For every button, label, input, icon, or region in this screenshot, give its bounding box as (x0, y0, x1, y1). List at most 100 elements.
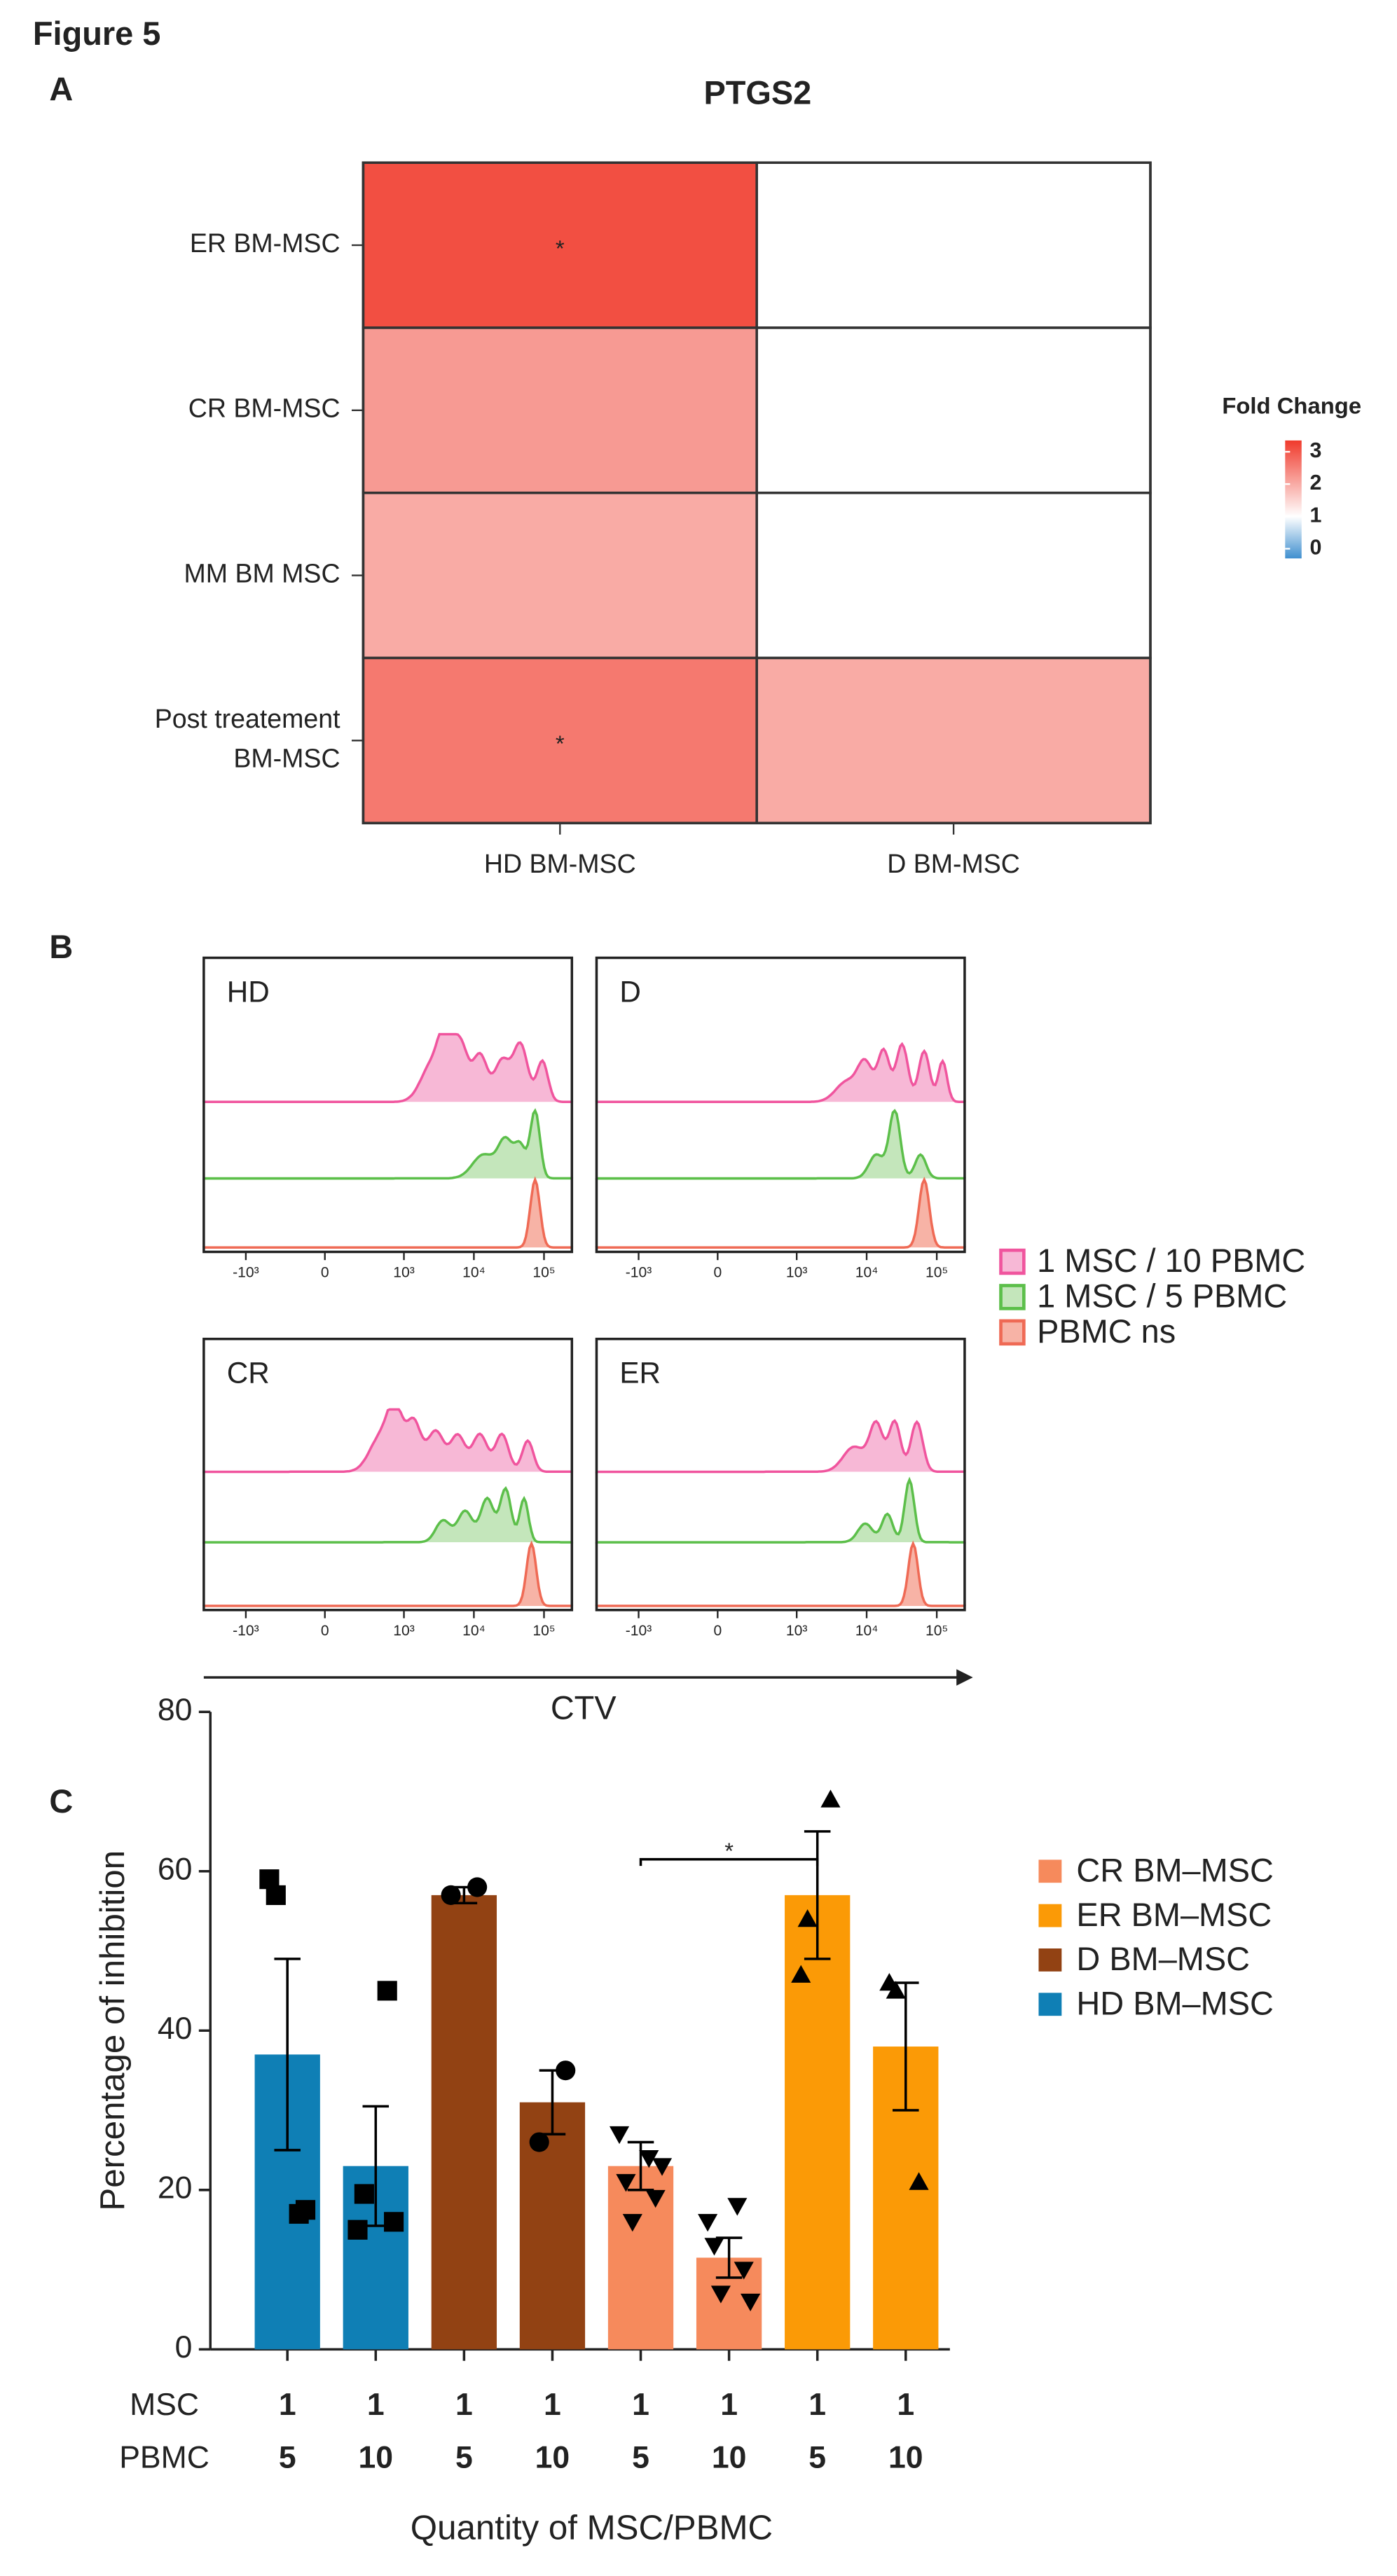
data-point (791, 1965, 811, 1983)
data-point (909, 2172, 929, 2190)
y-tick-label: 0 (175, 2330, 193, 2364)
panel-letter: B (49, 929, 73, 965)
y-tick-label: 20 (158, 2171, 193, 2205)
colorbar-tick-label: 0 (1310, 536, 1322, 560)
heatmap-cell (362, 326, 758, 494)
histogram-curve (203, 1409, 572, 1472)
data-point (797, 1909, 818, 1927)
data-point (354, 2184, 374, 2204)
error-bar (362, 2105, 390, 2227)
x-tick-label: 1 (279, 2388, 296, 2422)
histogram-outline (202, 1486, 574, 1544)
x-tick-label: 10⁴ (855, 1623, 879, 1639)
panel-label: ER (619, 1357, 661, 1390)
x-tick-label: 1 (455, 2388, 473, 2422)
x-tick-label: 10⁵ (532, 1264, 555, 1280)
histogram-curve (596, 1044, 965, 1102)
panel-label: D (619, 975, 640, 1008)
row-label: BM-MSC (233, 743, 340, 773)
significance-bracket (639, 1857, 819, 1867)
data-point (295, 2200, 316, 2220)
legend-swatch (999, 1284, 1026, 1310)
data-point (609, 2126, 630, 2145)
bar (519, 2102, 586, 2350)
flow-frame (595, 956, 966, 1254)
figure-title: Figure 5 (33, 15, 160, 52)
x-tick-label: -10³ (233, 1623, 259, 1639)
category-row-label: PBMC (119, 2440, 209, 2474)
legend-label: CR BM–MSC (1076, 1852, 1273, 1888)
data-point (347, 2220, 368, 2240)
x-tick-label: -10³ (233, 1264, 259, 1280)
data-point (639, 2150, 659, 2168)
histogram-outline (595, 1041, 966, 1104)
legend-label: 1 MSC / 10 PBMC (1037, 1242, 1305, 1279)
data-point (529, 2132, 549, 2152)
histogram-outline (202, 1108, 574, 1180)
data-point (645, 2189, 666, 2208)
legend-swatch (999, 1248, 1026, 1275)
histogram-curve (596, 1179, 965, 1248)
column-label: HD BM-MSC (484, 849, 636, 878)
x-tick-label: 0 (321, 1264, 329, 1280)
error-bar (893, 1981, 919, 2112)
histogram-curve (596, 1110, 965, 1179)
colorbar-tick-label: 3 (1310, 438, 1322, 462)
histogram-curve (596, 1480, 965, 1543)
histogram-outline (202, 1540, 574, 1607)
data-point (616, 2174, 636, 2192)
x-tick-label: 10 (712, 2440, 747, 2474)
flow-frame (202, 1337, 574, 1612)
arrow-head (956, 1669, 973, 1686)
bar (431, 1895, 497, 2350)
bar (607, 2166, 674, 2350)
x-tick-label: 10⁴ (462, 1264, 486, 1280)
x-tick-label: 10 (535, 2440, 570, 2474)
panel-label: CR (227, 1357, 270, 1390)
histogram-outline (595, 1109, 966, 1180)
histogram-curve (203, 1488, 572, 1543)
data-point (710, 2285, 731, 2304)
histogram-outline (595, 1177, 966, 1249)
panel-letter: C (49, 1783, 73, 1820)
significance-label: * (724, 1838, 734, 1864)
chart-title: PTGS2 (703, 74, 811, 111)
legend-swatch (1038, 1993, 1062, 2016)
x-tick-label: 1 (544, 2388, 561, 2422)
colorbar-title: Fold Change (1222, 392, 1361, 418)
flow-panel: D -10³ 0 10³ 10⁴ 10⁵ (595, 956, 966, 1280)
x-tick-label: 10³ (786, 1623, 808, 1639)
x-axis-label: Quantity of MSC/PBMC (411, 2508, 773, 2547)
x-tick-label: 10⁴ (462, 1623, 486, 1639)
x-tick-label: 10³ (786, 1264, 808, 1280)
row-label: ER BM-MSC (190, 228, 340, 258)
x-tick-label: 1 (632, 2388, 649, 2422)
x-tick-label: 10⁴ (855, 1264, 879, 1280)
data-point (652, 2158, 673, 2176)
x-tick-label: 0 (321, 1623, 329, 1639)
x-tick-label: 10 (359, 2440, 394, 2474)
x-tick-label: 10⁵ (925, 1623, 948, 1639)
colorbar-tick-label: 1 (1310, 503, 1322, 527)
y-axis-label: Percentage of inhibition (93, 1850, 132, 2211)
heatmap-cell (362, 656, 758, 824)
panel-label: HD (227, 975, 270, 1008)
error-bar (627, 2140, 654, 2191)
flow-panel: CR -10³ 0 10³ 10⁴ 10⁵ (202, 1337, 574, 1639)
heatmap-cell (362, 491, 758, 660)
colorbar (1285, 440, 1302, 559)
histogram-outline (595, 1540, 966, 1607)
data-point (741, 2293, 761, 2312)
legend-swatch (1038, 1948, 1062, 1972)
legend-swatch (1038, 1860, 1062, 1883)
y-tick-label: 60 (158, 1853, 193, 1887)
histogram-outline (202, 1176, 574, 1249)
flow-panel: HD -10³ 0 10³ 10⁴ 10⁵ (202, 956, 574, 1280)
error-bar (804, 1830, 831, 1960)
histogram-curve (596, 1420, 965, 1472)
x-tick-label: 1 (897, 2388, 914, 2422)
heatmap-cell (755, 656, 1152, 824)
x-tick-label: 1 (808, 2388, 826, 2422)
